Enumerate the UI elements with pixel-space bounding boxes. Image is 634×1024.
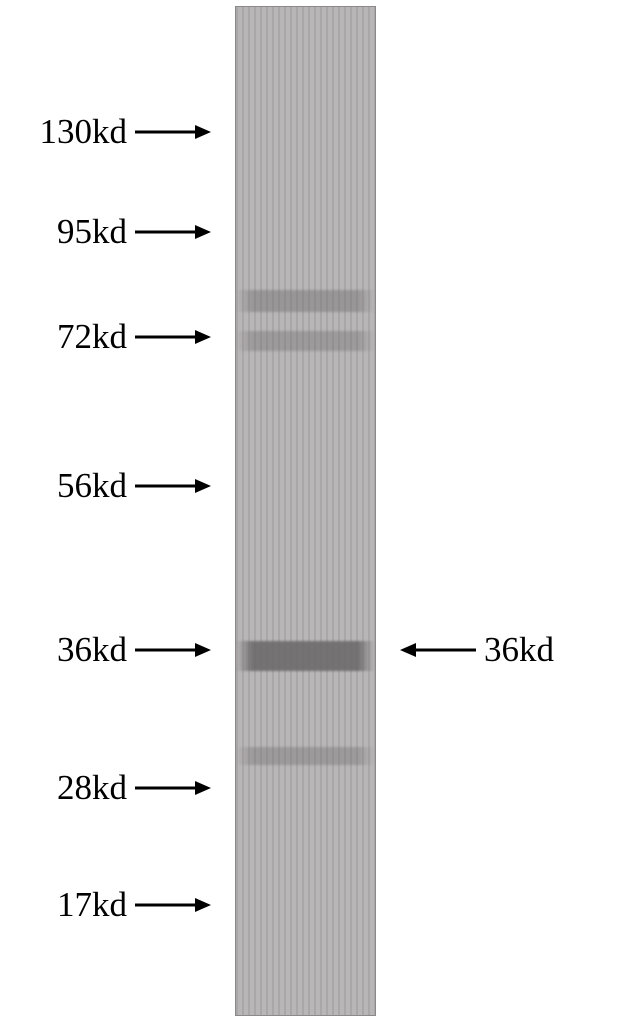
mw-marker-label: 56kd	[57, 466, 127, 506]
gel-lane	[235, 6, 376, 1016]
mw-marker: 36kd	[57, 626, 219, 675]
protein-band	[236, 747, 375, 765]
mw-marker-label: 36kd	[484, 630, 554, 670]
arrow-right-icon	[135, 329, 211, 345]
arrow-right-icon	[135, 124, 211, 140]
arrow-right-icon	[135, 224, 211, 240]
blot-figure: 130kd 95kd 72kd 56kd 36kd 28kd 17kd 36kd	[0, 0, 634, 1024]
protein-band	[236, 290, 375, 312]
mw-marker-label: 17kd	[57, 885, 127, 925]
arrow-right-icon	[135, 478, 211, 494]
mw-marker: 95kd	[57, 208, 219, 257]
mw-marker: 28kd	[57, 764, 219, 813]
mw-marker-label: 36kd	[57, 630, 127, 670]
mw-marker-label: 95kd	[57, 212, 127, 252]
mw-marker: 36kd	[392, 626, 554, 675]
mw-marker-label: 130kd	[40, 112, 128, 152]
mw-marker-label: 72kd	[57, 317, 127, 357]
arrow-right-icon	[135, 780, 211, 796]
arrow-right-icon	[135, 897, 211, 913]
mw-marker-label: 28kd	[57, 768, 127, 808]
arrow-left-icon	[400, 642, 476, 658]
protein-band	[236, 331, 375, 351]
arrow-right-icon	[135, 642, 211, 658]
mw-marker: 17kd	[57, 881, 219, 930]
mw-marker: 56kd	[57, 462, 219, 511]
mw-marker: 72kd	[57, 313, 219, 362]
mw-marker: 130kd	[40, 108, 220, 157]
protein-band	[236, 641, 375, 671]
